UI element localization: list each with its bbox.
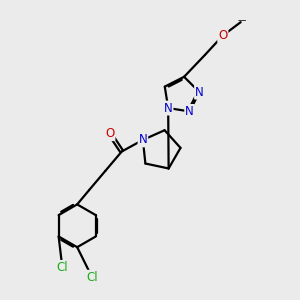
Text: N: N <box>139 134 147 146</box>
Text: N: N <box>164 101 172 115</box>
Text: O: O <box>218 29 227 42</box>
Text: O: O <box>105 127 115 140</box>
Text: Cl: Cl <box>86 271 98 284</box>
Text: —: — <box>238 16 246 25</box>
Text: N: N <box>185 105 194 118</box>
Text: N: N <box>195 85 204 99</box>
Text: Cl: Cl <box>56 261 68 274</box>
